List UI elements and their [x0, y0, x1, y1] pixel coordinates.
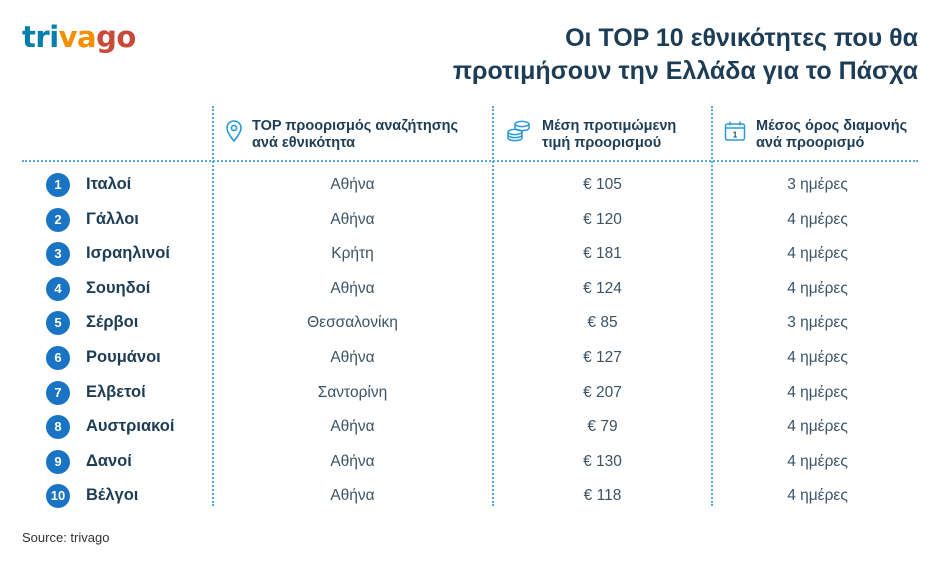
logo-letter: g — [96, 20, 117, 54]
column-divider-3 — [711, 106, 713, 506]
rank-badge: 8 — [46, 415, 70, 440]
column-divider-2 — [492, 106, 494, 506]
header-price-line-2: τιμή προορισμού — [542, 135, 662, 151]
destination: Αθήνα — [330, 349, 375, 366]
rank-badge: 9 — [46, 449, 70, 474]
destination: Αθήνα — [330, 279, 375, 297]
price: € 127 — [583, 349, 622, 366]
stay-duration: 4 ημέρες — [787, 279, 848, 297]
nationality: Ρουμάνοι — [86, 348, 161, 366]
destination: Αθήνα — [330, 418, 375, 436]
coins-icon — [506, 120, 532, 147]
price: € 130 — [583, 452, 622, 470]
price: € 181 — [583, 245, 622, 263]
stay-duration: 4 ημέρες — [787, 383, 848, 401]
nationality: Ελβετοί — [86, 382, 146, 401]
nationality: Δανοί — [86, 451, 132, 470]
table-row: 4 Σουηδοί Αθήνα € 124 4 ημέρες — [0, 273, 940, 307]
stay-duration: 3 ημέρες — [787, 314, 848, 332]
header-divider — [22, 160, 918, 162]
table-row: 1 Ιταλοί Αθήνα € 105 3 ημέρες — [0, 169, 940, 203]
nationality: Σέρβοι — [86, 313, 139, 332]
nationality: Βέλγοι — [86, 486, 139, 505]
logo-letter: v — [58, 20, 78, 54]
header-stay-line-2: ανά προορισμό — [756, 135, 865, 151]
price: € 124 — [583, 279, 622, 297]
rank-badge: 4 — [46, 276, 70, 301]
stay-duration: 4 ημέρες — [787, 452, 848, 470]
logo-letter: o — [116, 20, 136, 54]
rank-badge: 6 — [46, 346, 70, 370]
logo-letter: i — [49, 20, 59, 54]
table-row: 6 Ρουμάνοι Αθήνα € 127 4 ημέρες — [0, 342, 940, 376]
price: € 79 — [587, 418, 618, 436]
calendar-icon: 1 — [724, 120, 746, 147]
logo-letter: r — [35, 20, 50, 54]
nationality: Σουηδοί — [86, 278, 151, 297]
table-row: 8 Αυστριακοί Αθήνα € 79 4 ημέρες — [0, 411, 940, 445]
destination: Κρήτη — [331, 245, 374, 263]
map-pin-icon — [226, 120, 242, 147]
price: € 105 — [583, 176, 622, 193]
stay-duration: 4 ημέρες — [787, 245, 848, 263]
nationality: Γάλλοι — [86, 209, 139, 228]
column-divider-1 — [212, 106, 214, 506]
table-row: 3 Ισραηλινοί Κρήτη € 181 4 ημέρες — [0, 238, 940, 272]
nationality: Αυστριακοί — [86, 417, 175, 436]
trivago-logo: trivago — [22, 20, 136, 54]
logo-letter: t — [22, 20, 36, 54]
destination: Αθήνα — [330, 487, 375, 505]
rank-badge: 3 — [46, 242, 70, 267]
table-row: 7 Ελβετοί Σαντορίνη € 207 4 ημέρες — [0, 377, 940, 411]
source-note: Source: trivago — [22, 530, 110, 545]
nationality: Ισραηλινοί — [86, 244, 170, 263]
logo-letter: a — [77, 20, 97, 54]
stay-duration: 4 ημέρες — [787, 487, 848, 505]
title-line-2: προτιμήσουν την Ελλάδα για το Πάσχα — [452, 57, 918, 85]
destination: Αθήνα — [330, 452, 375, 470]
header-destination-line-1: TOP προορισμός αναζήτησης — [252, 118, 459, 134]
table-row: 5 Σέρβοι Θεσσαλονίκη € 85 3 ημέρες — [0, 307, 940, 341]
destination: Σαντορίνη — [317, 383, 388, 401]
header-destination-line-2: ανά εθνικότητα — [252, 135, 356, 151]
destination: Αθήνα — [330, 210, 375, 228]
table-row: 2 Γάλλοι Αθήνα € 120 4 ημέρες — [0, 204, 940, 238]
table-row: 10 Βέλγοι Αθήνα € 118 4 ημέρες — [0, 480, 940, 514]
rank-badge: 2 — [46, 207, 70, 232]
stay-duration: 3 ημέρες — [787, 176, 848, 193]
price: € 85 — [587, 314, 618, 332]
page-title: Οι TOP 10 εθνικότητες που θα προτιμήσουν… — [358, 22, 918, 88]
destination: Θεσσαλονίκη — [307, 314, 398, 332]
stay-duration: 4 ημέρες — [787, 418, 848, 436]
header-price-line-1: Μέση προτιμώμενη — [542, 118, 677, 134]
stay-duration: 4 ημέρες — [787, 349, 848, 366]
destination: Αθήνα — [330, 176, 375, 193]
rank-badge: 7 — [46, 380, 70, 405]
price: € 120 — [583, 210, 622, 228]
rank-badge: 5 — [46, 311, 70, 336]
price: € 118 — [583, 487, 622, 505]
title-line-1: Οι TOP 10 εθνικότητες που θα — [565, 24, 918, 52]
price: € 207 — [583, 383, 622, 401]
header-stay-line-1: Μέσος όρος διαμονής — [756, 118, 908, 134]
rank-badge: 10 — [46, 484, 70, 509]
calendar-icon-number: 1 — [733, 131, 738, 140]
stay-duration: 4 ημέρες — [787, 210, 848, 228]
rank-badge: 1 — [46, 173, 70, 197]
nationality: Ιταλοί — [86, 175, 132, 193]
table-row: 9 Δανοί Αθήνα € 130 4 ημέρες — [0, 446, 940, 480]
